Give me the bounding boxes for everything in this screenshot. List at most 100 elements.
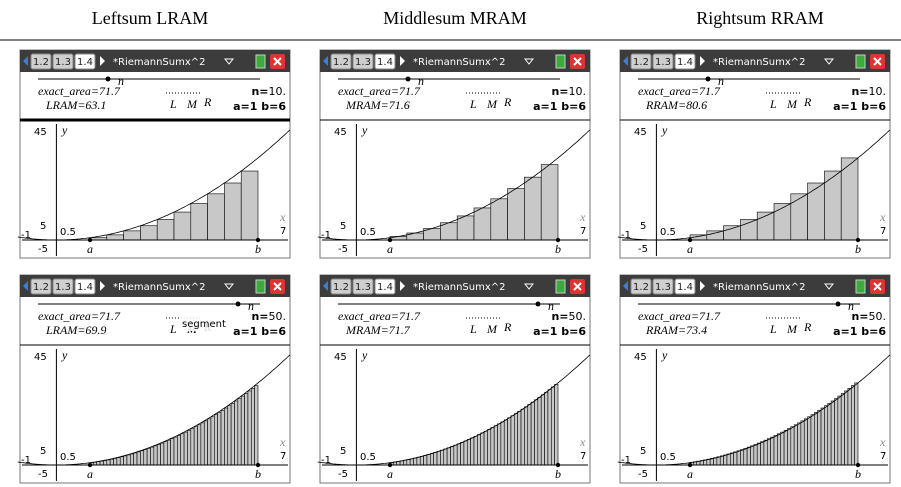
riemann-bar: [174, 437, 177, 465]
y-tick: 5: [340, 446, 346, 457]
interval: a=1 b=6: [533, 325, 586, 338]
riemann-bar: [737, 451, 740, 465]
riemann-bar: [221, 410, 224, 465]
riemann-bar: [787, 429, 790, 465]
riemann-bar: [440, 450, 443, 465]
x-max: 7: [280, 226, 286, 237]
battery-icon: [256, 55, 265, 68]
slider-knob[interactable]: [536, 302, 541, 307]
riemann-bar: [403, 460, 406, 465]
tab-label[interactable]: 1.3: [55, 57, 71, 68]
tab-label[interactable]: 1.4: [77, 57, 93, 68]
riemann-bar: [107, 235, 124, 240]
riemann-bar: [824, 406, 827, 465]
riemann-bar: [814, 412, 817, 465]
tab-label[interactable]: 1.4: [77, 282, 93, 293]
tab-label[interactable]: 1.2: [333, 282, 349, 293]
method-label[interactable]: L: [769, 97, 777, 111]
riemann-bar: [100, 461, 103, 465]
riemann-bar: [461, 442, 464, 465]
riemann-bar: [434, 452, 437, 465]
n-value: n=50.: [251, 310, 286, 323]
riemann-bar: [498, 424, 501, 465]
riemann-bar: [204, 421, 207, 465]
riemann-bar: [555, 384, 558, 465]
tab-label[interactable]: 1.4: [377, 282, 393, 293]
x-min: -1: [21, 230, 31, 241]
a-label: a=1: [233, 325, 257, 338]
method-label[interactable]: M: [486, 97, 498, 111]
tab-label[interactable]: 1.3: [655, 57, 671, 68]
riemann-bar: [124, 456, 127, 465]
method-label[interactable]: R: [503, 320, 512, 334]
b-label: b=6: [561, 100, 586, 113]
battery-icon: [556, 55, 565, 68]
method-label[interactable]: L: [769, 322, 777, 336]
a-marker: a: [87, 242, 93, 256]
exact-area: exact_area=71.7: [38, 84, 121, 98]
calculator-screen: 1.21.31.4*RiemannSumx^2nexact_area=71.7M…: [318, 275, 590, 483]
y-max: 45: [334, 352, 347, 363]
y-max: 45: [34, 127, 47, 138]
riemann-bar: [774, 204, 791, 240]
exact-area: exact_area=71.7: [638, 84, 721, 98]
x-max: 7: [580, 451, 586, 462]
riemann-bar: [855, 383, 858, 465]
slider-knob[interactable]: [406, 77, 411, 82]
method-label[interactable]: R: [503, 95, 512, 109]
n-label: n=: [551, 85, 568, 98]
tab-label[interactable]: 1.3: [355, 282, 371, 293]
slider-knob[interactable]: [836, 302, 841, 307]
riemann-bar: [224, 408, 227, 465]
riemann-bar: [201, 423, 204, 465]
slider-knob[interactable]: [106, 77, 111, 82]
tab-label[interactable]: 1.2: [33, 282, 49, 293]
riemann-bar: [424, 455, 427, 465]
tab-label[interactable]: 1.4: [377, 57, 393, 68]
riemann-bar: [494, 426, 497, 465]
riemann-bar: [120, 457, 123, 465]
b-marker: b: [255, 242, 261, 256]
method-label[interactable]: R: [803, 95, 812, 109]
riemann-bar: [828, 403, 831, 465]
riemann-bar: [541, 395, 544, 465]
y-tick: 5: [340, 221, 346, 232]
calculator-screen: 1.21.31.4*RiemannSumx^2nexact_area=71.7L…: [18, 50, 290, 258]
method-label[interactable]: M: [186, 97, 198, 111]
tab-label[interactable]: 1.4: [677, 282, 693, 293]
riemann-bar: [238, 399, 241, 465]
n-number: 50.: [869, 310, 887, 323]
method-label[interactable]: L: [169, 97, 177, 111]
riemann-bar: [140, 226, 157, 240]
tab-label[interactable]: 1.2: [633, 57, 649, 68]
slider-knob[interactable]: [706, 77, 711, 82]
riemann-bar: [771, 437, 774, 465]
document-title: *RiemannSumx^2: [113, 57, 206, 68]
x-tick: 0.5: [660, 452, 676, 463]
method-label[interactable]: L: [169, 322, 177, 336]
calculator-screen: 1.21.31.4*RiemannSumx^2nexact_area=71.7R…: [618, 275, 890, 483]
riemann-bar: [130, 454, 133, 465]
tab-label[interactable]: 1.2: [33, 57, 49, 68]
tab-label[interactable]: 1.3: [355, 57, 371, 68]
x-label: x: [279, 435, 286, 449]
method-label[interactable]: M: [486, 322, 498, 336]
tab-label[interactable]: 1.2: [333, 57, 349, 68]
method-label[interactable]: M: [786, 97, 798, 111]
tab-label[interactable]: 1.4: [677, 57, 693, 68]
tab-label[interactable]: 1.3: [55, 282, 71, 293]
method-label[interactable]: M: [786, 322, 798, 336]
riemann-bar: [767, 439, 770, 465]
riemann-bar: [454, 445, 457, 465]
riemann-bar: [821, 408, 824, 465]
method-label[interactable]: L: [469, 97, 477, 111]
riemann-bar: [241, 396, 244, 465]
method-label[interactable]: R: [203, 95, 212, 109]
slider-knob[interactable]: [236, 302, 241, 307]
riemann-bar: [794, 425, 797, 465]
tab-label[interactable]: 1.2: [633, 282, 649, 293]
method-label[interactable]: L: [469, 322, 477, 336]
method-label[interactable]: R: [803, 320, 812, 334]
tab-label[interactable]: 1.3: [655, 282, 671, 293]
riemann-bar: [110, 459, 113, 465]
